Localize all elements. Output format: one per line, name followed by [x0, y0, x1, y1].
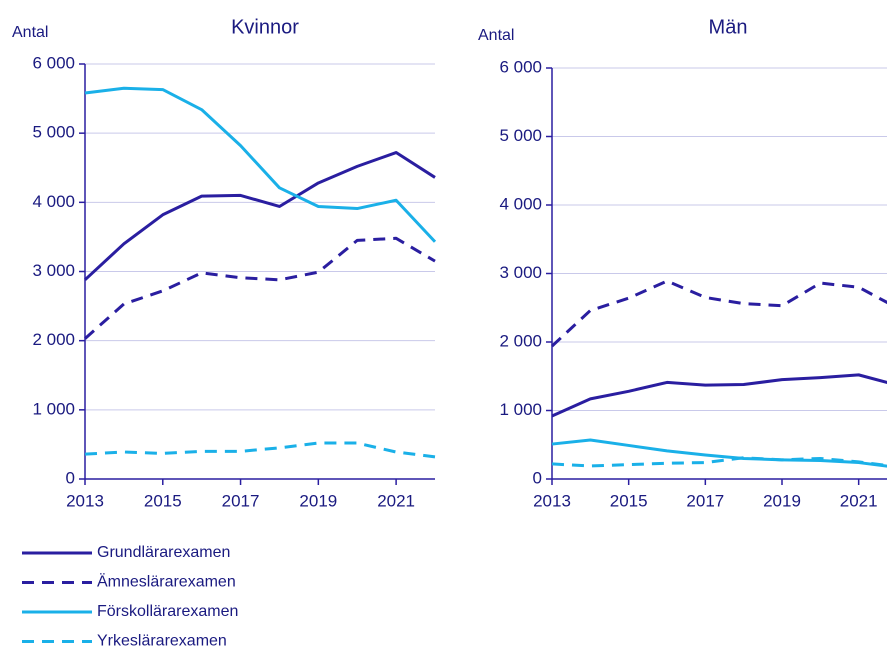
x-tick-label: 2013 — [66, 491, 104, 510]
y-tick-label: 6 000 — [32, 53, 75, 72]
series-line — [84, 236, 436, 340]
x-tick-label: 2015 — [144, 491, 182, 510]
y-tick-label: 1 000 — [499, 400, 542, 419]
y-tick-label: 5 000 — [499, 126, 542, 145]
y-tick-label: 3 000 — [499, 263, 542, 282]
legend-label: Yrkeslärarexamen — [97, 633, 227, 650]
x-tick-label: 2021 — [840, 491, 878, 510]
chart-title: Kvinnor — [231, 16, 299, 38]
legend-label: Förskollärarexamen — [97, 603, 238, 620]
series-line — [84, 86, 437, 243]
x-tick-label: 2017 — [222, 491, 260, 510]
x-tick-label: 2019 — [763, 491, 801, 510]
y-tick-label: 6 000 — [499, 57, 542, 76]
y-tick-label: 3 000 — [32, 261, 75, 280]
y-tick-label: 0 — [66, 468, 75, 487]
y-axis-label: Antal — [12, 24, 48, 41]
series-line — [551, 373, 887, 418]
y-tick-label: 1 000 — [32, 399, 75, 418]
y-tick-label: 4 000 — [32, 192, 75, 211]
x-tick-label: 2017 — [686, 491, 724, 510]
x-tick-label: 2013 — [533, 491, 571, 510]
y-tick-label: 0 — [533, 468, 542, 487]
chart-title: Män — [709, 16, 748, 38]
legend-label: Grundlärarexamen — [97, 544, 230, 561]
y-axis-label: Antal — [478, 27, 514, 44]
series-line — [550, 279, 887, 348]
series-line — [551, 456, 887, 468]
y-tick-label: 4 000 — [499, 194, 542, 213]
series-line — [84, 441, 436, 459]
x-tick-label: 2015 — [610, 491, 648, 510]
x-tick-label: 2021 — [377, 491, 415, 510]
series-line — [83, 151, 436, 281]
y-tick-label: 2 000 — [32, 330, 75, 349]
y-tick-label: 2 000 — [499, 331, 542, 350]
y-tick-label: 5 000 — [32, 123, 75, 142]
x-tick-label: 2019 — [299, 491, 337, 510]
legend-label: Ämneslärarexamen — [97, 573, 236, 591]
series-line — [551, 438, 887, 468]
